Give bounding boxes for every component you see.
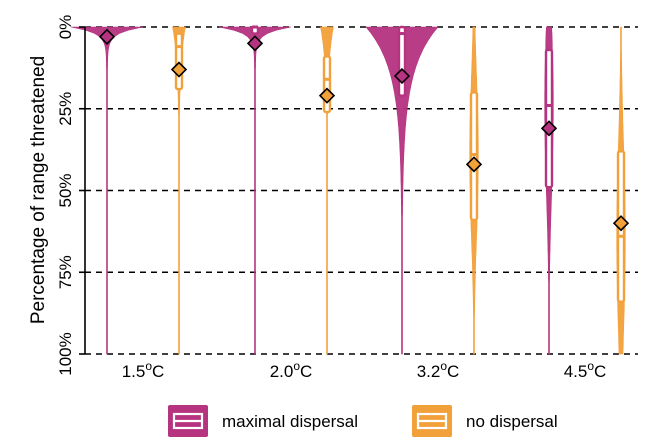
quartile-box <box>469 91 479 222</box>
legend-item: no dispersal <box>412 405 558 437</box>
y-tick-label: 75% <box>56 255 75 289</box>
quartile-box <box>544 48 554 189</box>
violin <box>612 26 630 355</box>
violins <box>70 25 630 355</box>
violin-body <box>365 26 439 355</box>
x-tick-label: 3.2oC <box>417 359 460 381</box>
x-tick-label: 2.0oC <box>270 359 313 381</box>
legend-label: no dispersal <box>466 412 558 431</box>
mean-marker <box>612 215 630 232</box>
mean-marker <box>318 87 336 104</box>
y-tick-label: 0% <box>56 15 75 40</box>
x-tick-label: 4.5oC <box>564 359 607 381</box>
y-tick-label: 100% <box>56 332 75 375</box>
violin <box>365 25 439 355</box>
violin-body <box>218 26 292 355</box>
violin <box>170 26 188 355</box>
mean-marker <box>98 28 116 45</box>
mean-marker <box>246 35 264 52</box>
legend-label: maximal dispersal <box>222 412 358 431</box>
y-tick-label: 25% <box>56 92 75 126</box>
violin-body <box>320 26 334 355</box>
y-axis: 0% 25% 50% 75% 100% <box>56 15 86 376</box>
quartile-box <box>174 32 184 91</box>
y-axis-label: Percentage of range threatened <box>28 56 49 324</box>
legend: maximal dispersal no dispersal <box>168 405 558 437</box>
violin-body <box>172 26 186 355</box>
quartile-box <box>397 25 407 97</box>
violin <box>540 26 558 355</box>
x-tick-label: 1.5oC <box>122 359 165 381</box>
violin <box>218 25 292 355</box>
legend-item: maximal dispersal <box>168 405 358 437</box>
y-tick-label: 50% <box>56 173 75 207</box>
mean-marker <box>540 120 558 137</box>
mean-marker <box>170 61 188 78</box>
mean-marker <box>465 156 483 173</box>
violin <box>465 26 483 355</box>
violin-body <box>70 26 144 355</box>
mean-marker <box>393 67 411 85</box>
grid-lines <box>85 26 638 355</box>
violin <box>70 26 144 355</box>
x-axis: 1.5oC 2.0oC 3.2oC 4.5oC <box>122 359 607 381</box>
violin <box>318 26 336 355</box>
